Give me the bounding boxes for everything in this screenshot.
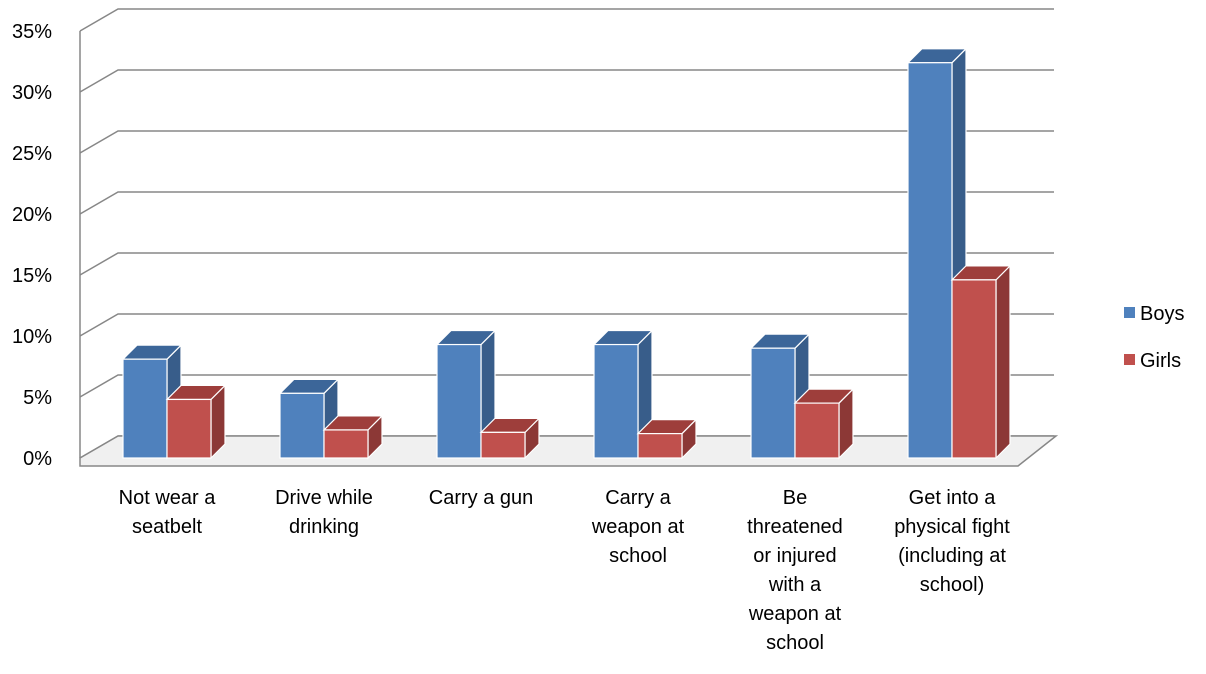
gridline (79, 191, 1054, 215)
x-category-label-line: Be (783, 487, 807, 509)
y-axis-ticks: 0% 5% 10% 15% 20% 25% 30% 35% (12, 21, 52, 470)
x-category-label-line: threatened (747, 516, 843, 538)
legend: Boys Girls (1124, 303, 1184, 372)
x-category-label: Get into a physical fight (including at sch… (894, 487, 1010, 596)
gridline (79, 252, 1054, 276)
x-category-label-line: Get into a (909, 487, 997, 509)
y-tick-label: 25% (12, 143, 52, 165)
gridline (79, 69, 1054, 93)
y-tick-label: 20% (12, 204, 52, 226)
bar-front (907, 62, 953, 459)
legend-item-boys: Boys (1124, 303, 1184, 325)
x-category-label-line: with a (768, 574, 822, 596)
x-category-label: Be threatened or injured with a weapon at sch… (747, 487, 843, 654)
x-category-label-line: Not wear a (119, 487, 217, 509)
y-tick-label: 5% (23, 387, 52, 409)
x-category-label-line: or injured (753, 545, 836, 567)
gridline (79, 130, 1054, 154)
x-category-label-line: Carry a gun (429, 487, 534, 509)
bar-girls (322, 414, 384, 460)
bar-boys (435, 329, 497, 460)
legend-label: Boys (1140, 303, 1184, 325)
bar-front (637, 433, 683, 459)
bar-front (794, 402, 840, 459)
gridline (79, 313, 1054, 337)
gridlines (79, 8, 1054, 459)
y-tick-label: 30% (12, 82, 52, 104)
x-category-label-line: school (766, 632, 824, 654)
x-category-label-line: seatbelt (132, 516, 202, 538)
bar-front (750, 347, 796, 459)
bar-side (995, 264, 1011, 460)
x-category-label-line: drinking (289, 516, 359, 538)
x-category-label: Carry a gun (429, 487, 534, 509)
legend-swatch (1124, 354, 1135, 365)
y-tick-label: 35% (12, 21, 52, 43)
legend-item-girls: Girls (1124, 350, 1181, 372)
bar-front (122, 358, 168, 459)
gridline (79, 8, 1054, 32)
bar-girls (793, 387, 855, 460)
bar-front (323, 429, 369, 459)
gridline (79, 374, 1054, 398)
y-tick-label: 0% (23, 448, 52, 470)
x-category-label-line: school (609, 545, 667, 567)
bar-girls (479, 416, 541, 460)
x-category-label-line: physical fight (894, 516, 1010, 538)
bars (121, 47, 1012, 460)
bar-front (951, 279, 997, 459)
bar-front (480, 431, 526, 459)
bar-girls (636, 418, 698, 460)
x-category-label-line: Carry a (605, 487, 671, 509)
x-category-label-line: school) (920, 574, 984, 596)
legend-swatch (1124, 307, 1135, 318)
bar-front (166, 398, 212, 459)
bar-girls (950, 264, 1012, 460)
bar-front (593, 343, 639, 459)
x-category-label: Drive while drinking (275, 487, 373, 538)
y-tick-label: 15% (12, 265, 52, 287)
y-tick-label: 10% (12, 326, 52, 348)
x-category-label-line: (including at (898, 545, 1006, 567)
x-category-label-line: Drive while (275, 487, 373, 509)
bar-boys (592, 329, 654, 460)
x-axis-labels: Not wear a seatbelt Drive while drinking Car… (119, 487, 1011, 654)
x-category-label-line: weapon at (591, 516, 685, 538)
x-category-label: Not wear a seatbelt (119, 487, 217, 538)
bar-front (279, 392, 325, 459)
bar-girls (165, 383, 227, 460)
x-category-label: Carry a weapon at school (591, 487, 685, 567)
legend-label: Girls (1140, 350, 1181, 372)
bar-front (436, 343, 482, 459)
x-category-label-line: weapon at (748, 603, 842, 625)
